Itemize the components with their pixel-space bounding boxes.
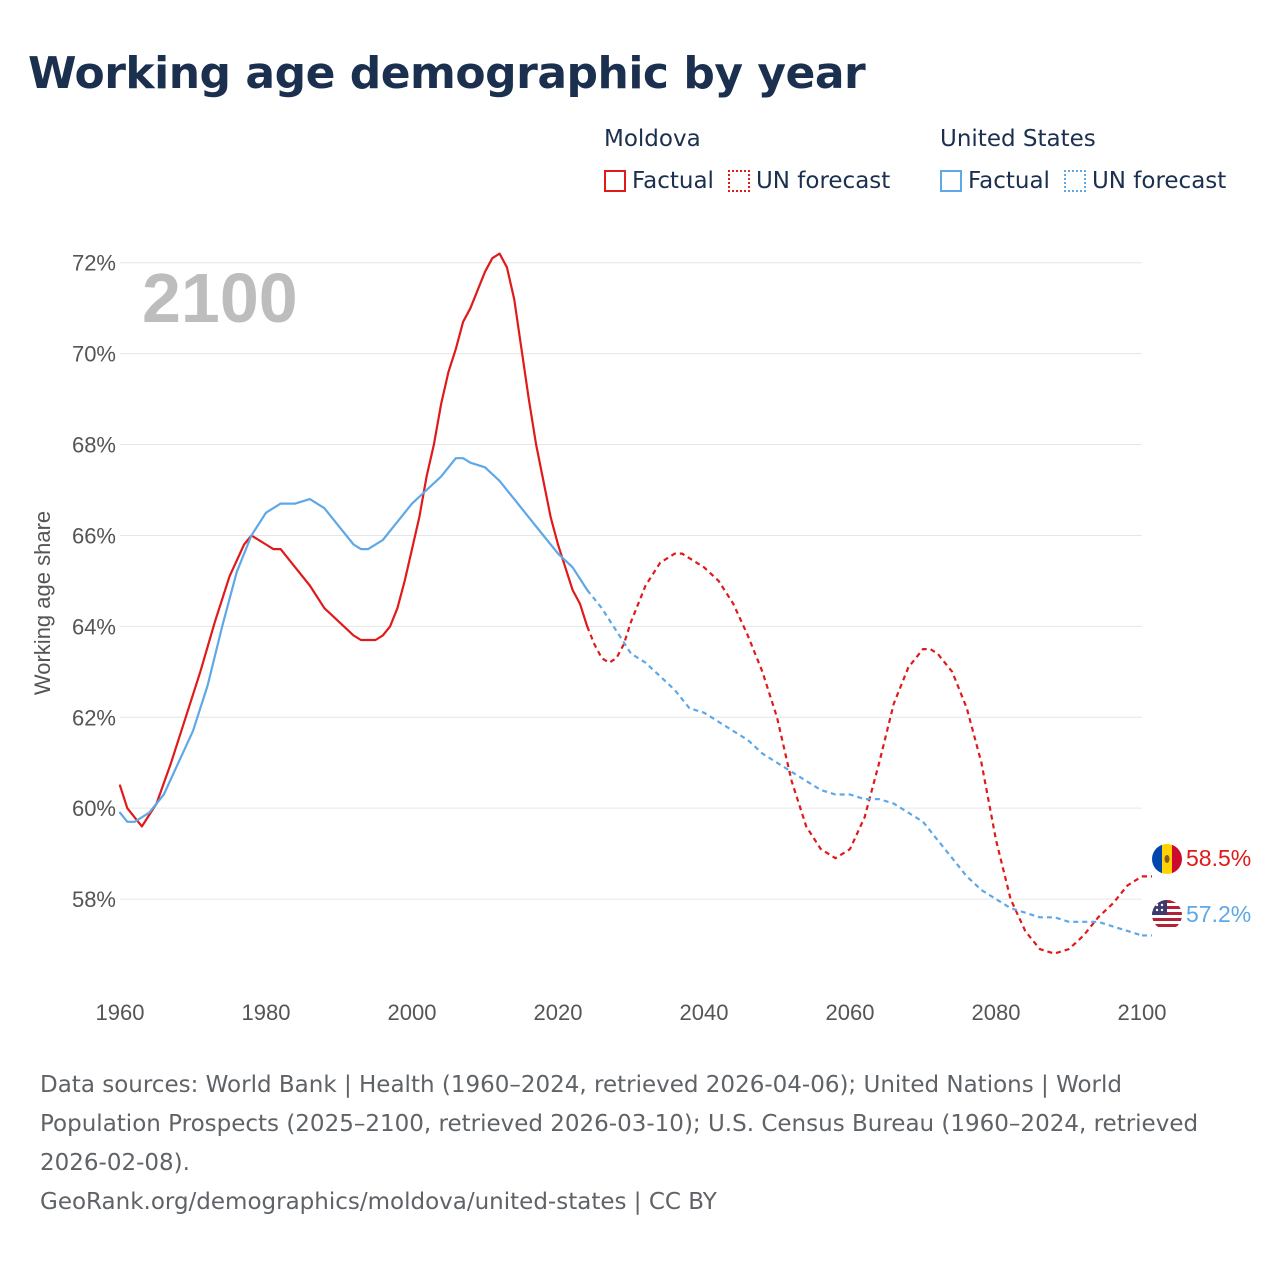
y-tick-label: 60% <box>72 796 116 821</box>
legend-country-united-states: United States <box>940 126 1096 152</box>
chart-title: Working age demographic by year <box>28 48 866 99</box>
legend-item-us-factual[interactable]: Factual <box>940 168 1050 194</box>
y-tick-label: 58% <box>72 887 116 912</box>
y-tick-label: 68% <box>72 433 116 458</box>
united-states-flag-icon <box>1152 900 1182 930</box>
legend-swatch-solid-icon <box>940 170 962 192</box>
legend-item-moldova-factual[interactable]: Factual <box>604 168 714 194</box>
legend-swatch-dotted-icon <box>1063 170 1086 192</box>
x-tick-label: 2000 <box>388 1000 437 1025</box>
x-tick-label: 2080 <box>972 1000 1021 1025</box>
credit-link[interactable]: GeoRank.org/demographics/moldova/united-… <box>40 1189 717 1215</box>
data-sources: Data sources: World Bank | Health (1960–… <box>40 1072 1199 1176</box>
line-chart: 2100 58% 60% 62% 64% 66% 68% 70% 72% 1960 1980 20… <box>30 251 1251 1025</box>
year-watermark: 2100 <box>142 259 298 337</box>
x-tick-label: 1980 <box>242 1000 291 1025</box>
legend-group-united-states: United States Factual UN forecast <box>940 124 1240 194</box>
x-tick-label: 2100 <box>1118 1000 1167 1025</box>
legend-label: Factual <box>968 168 1050 194</box>
legend-group-moldova: Moldova Factual UN forecast <box>604 124 904 194</box>
legend-label: Factual <box>632 168 714 194</box>
legend-swatch-solid-icon <box>604 170 626 192</box>
x-tick-label: 2040 <box>680 1000 729 1025</box>
x-tick-label: 1960 <box>96 1000 145 1025</box>
legend-label: UN forecast <box>1091 168 1227 194</box>
moldova-flag-icon <box>1152 844 1182 874</box>
legend-item-moldova-forecast[interactable]: UN forecast <box>727 168 891 194</box>
legend-label: UN forecast <box>755 168 891 194</box>
x-tick-label: 2020 <box>534 1000 583 1025</box>
y-tick-label: 70% <box>72 342 116 367</box>
legend-country-moldova: Moldova <box>604 126 701 152</box>
united-states-forecast-line[interactable] <box>586 589 1143 937</box>
united-states-factual-line[interactable] <box>118 457 589 823</box>
footer: Data sources: World Bank | Health (1960–… <box>40 1066 1240 1222</box>
y-tick-label: 62% <box>72 705 116 730</box>
y-tick-label: 66% <box>72 523 116 548</box>
y-tick-label: 72% <box>72 251 116 276</box>
united-states-end-label: 57.2% <box>1186 901 1251 927</box>
legend-swatch-dotted-icon <box>727 170 750 192</box>
moldova-end-label: 58.5% <box>1186 845 1251 871</box>
legend-item-us-forecast[interactable]: UN forecast <box>1063 168 1227 194</box>
y-axis-label: Working age share <box>30 511 55 695</box>
y-tick-label: 64% <box>72 614 116 639</box>
moldova-factual-line[interactable] <box>118 252 589 828</box>
x-tick-label: 2060 <box>826 1000 875 1025</box>
moldova-forecast-line[interactable] <box>586 552 1143 955</box>
